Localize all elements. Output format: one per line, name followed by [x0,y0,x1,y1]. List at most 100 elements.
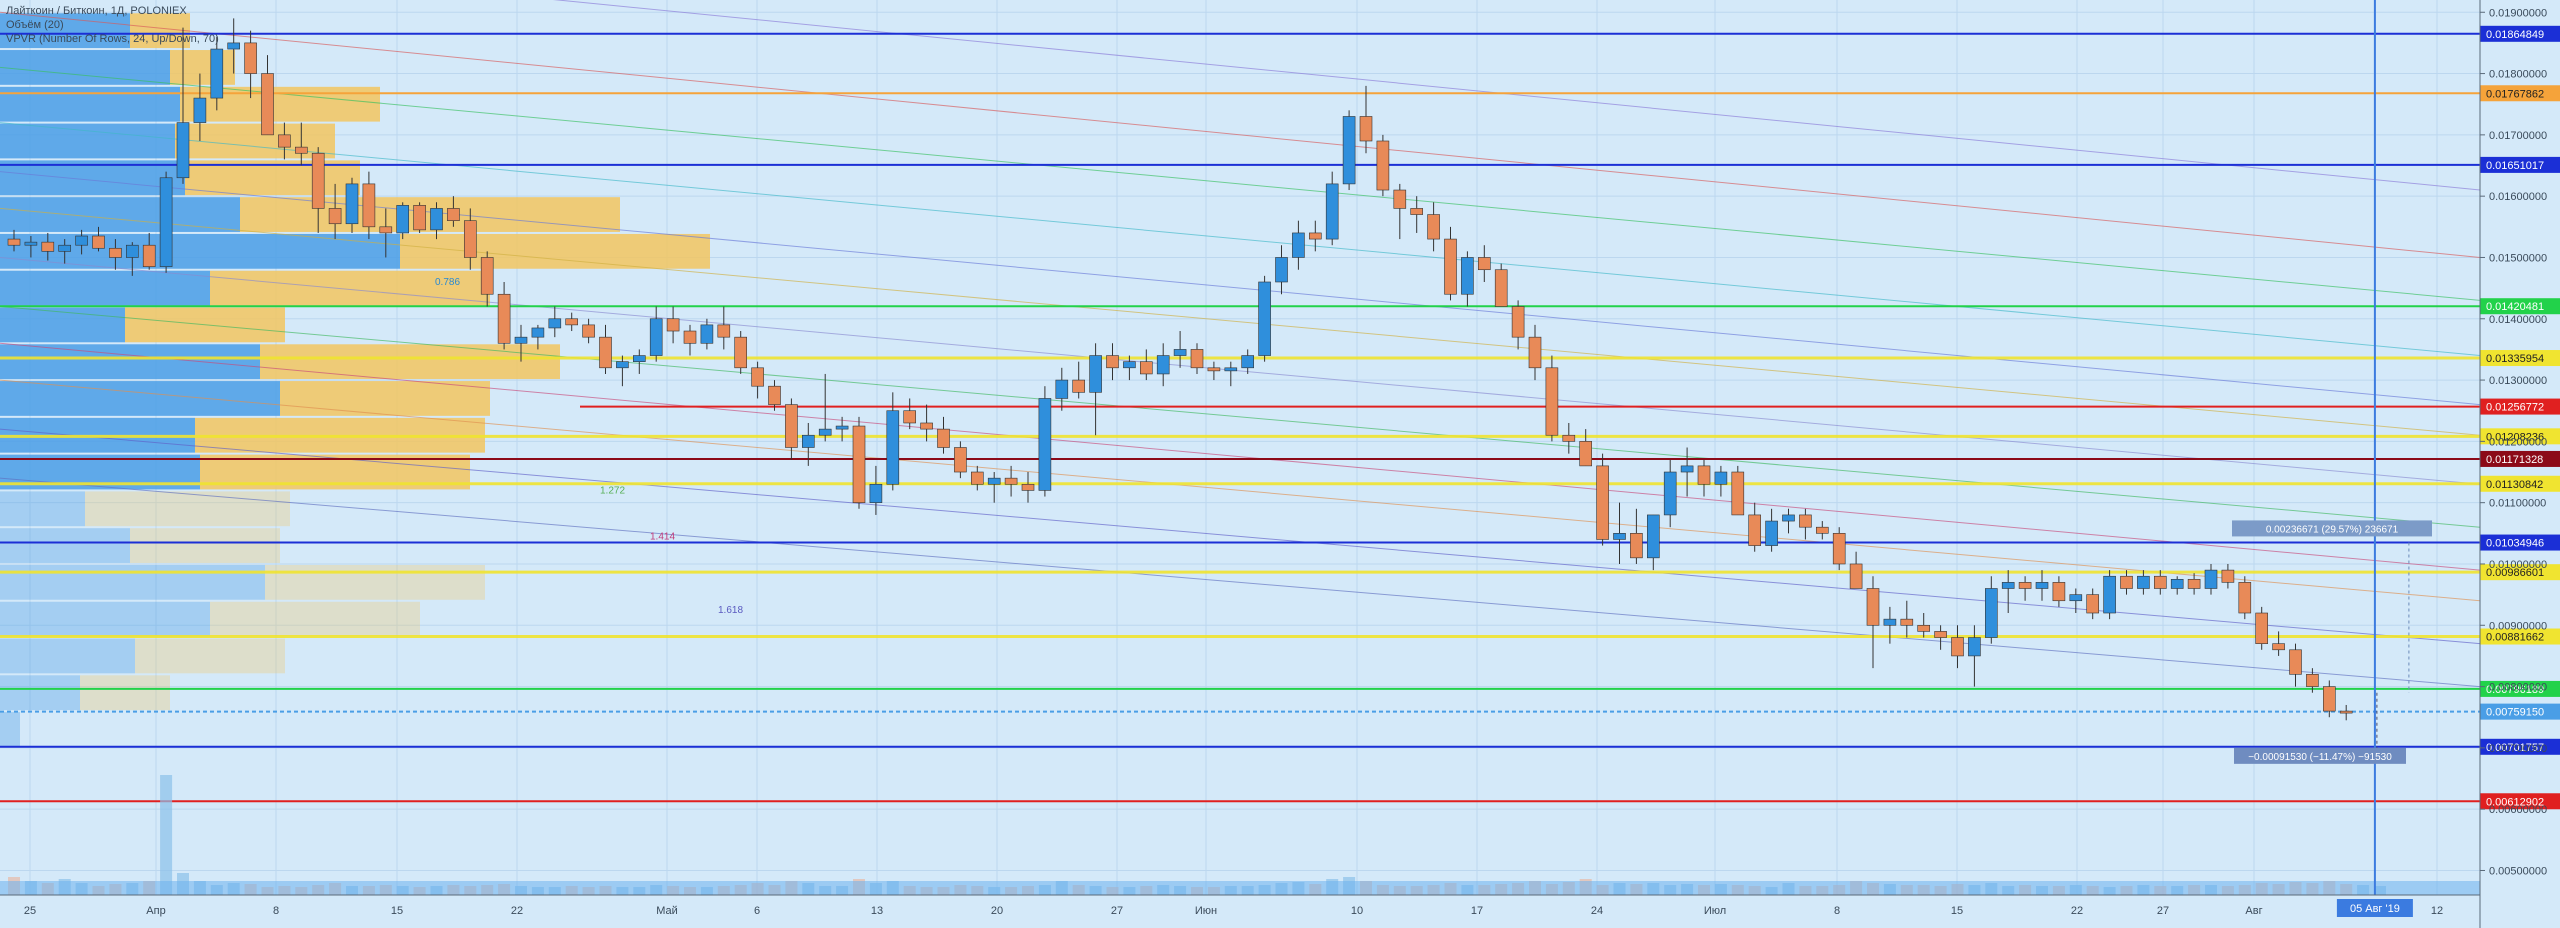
vp-down-18 [80,675,170,711]
time-axis[interactable]: 05 Авг '19 25 Апр 8 15 22 Май 6 13 20 27 Июн 10 17 24 И… [0,894,2480,917]
crosshair-date-tag [2336,899,2413,917]
time-tick-label-19: Авг [2245,905,2262,917]
candle-body-47 [801,434,815,448]
candle-body-117 [1985,588,1998,638]
volume-histogram [0,775,2480,895]
symbol-title[interactable]: Лайткоин / Биткоин, 1Д, POLONIEX [6,5,187,17]
price-tick-label-2: 0.01700000 [2489,130,2547,142]
candle-body-39 [666,318,680,332]
candle-body-59 [1004,477,1018,485]
price-tick-label-13: 0.00600000 [2489,804,2547,816]
candle-body-29 [497,293,511,344]
price-tick-label-8: 0.01100000 [2489,498,2546,510]
vp-down-4 [185,160,360,196]
measure-tool[interactable]: 0.00236671 (29.57%) 236671 −0.00091530 (−… [2232,520,2432,764]
price-tick-label-11: 0.00800000 [2489,682,2547,694]
candle-body-120 [2035,582,2049,589]
candle-body-76 [1292,232,1305,258]
fib-label-2: 1.414 [650,531,675,542]
time-tick-label-5: Май [656,905,678,917]
candle-body-35 [599,336,612,369]
vp-down-6 [400,233,710,269]
candle-body-68 [1156,355,1170,375]
volume-indicator-label[interactable]: Объём (20) [6,19,64,31]
candle-body-51 [869,483,883,503]
candle-body-9 [159,177,173,267]
candle-body-134 [2272,643,2285,651]
candle-body-73 [1241,355,1254,369]
candle-body-84 [1427,214,1440,240]
level-tag-0 [2480,25,2560,42]
candle-body-133 [2255,612,2268,644]
candle-body-126 [2137,575,2150,589]
candle-body-102 [1731,471,1745,516]
candle-body-110 [1866,588,1880,626]
price-tick-label-0: 0.01900000 [2489,7,2547,19]
fib-line-11 [0,477,2481,688]
volume-profile [0,13,710,747]
level-tag-2 [2480,156,2560,173]
candle-body-0 [7,238,21,246]
vp-down-16 [210,601,420,637]
candle-body-90 [1528,336,1542,369]
time-tick-label-3: 15 [391,905,403,917]
candle-body-118 [2001,582,2015,589]
candle-body-58 [987,477,1001,485]
candle-body-32 [548,318,562,329]
level-tag-10 [2480,564,2560,581]
candle-body-8 [142,244,156,267]
candle-body-70 [1190,349,1204,369]
candle-body-97 [1647,514,1660,559]
candle-body-115 [1951,637,1964,657]
fib-line-3 [0,122,2481,357]
price-tick-label-3: 0.01600000 [2489,191,2547,203]
candle-body-25 [430,208,443,231]
candle-body-54 [920,422,933,430]
candle-body-112 [1900,618,1914,626]
candle-body-105 [1782,514,1795,522]
time-tick-label-9: 27 [1111,905,1123,917]
candle-body-89 [1511,306,1525,338]
candle-body-40 [683,330,697,344]
candle-body-1 [24,241,38,246]
candle-body-65 [1106,355,1119,369]
level-tag-label-0: 0.01864849 [2486,29,2544,41]
candle-body-136 [2306,674,2319,687]
price-axis[interactable]: 0.01864849 0.01767862 0.01651017 0.01420481… [2479,0,2560,928]
level-tag-3 [2480,298,2560,315]
price-tick-label-4: 0.01500000 [2489,252,2547,264]
fib-line-10 [0,428,2481,645]
level-tag-11 [2480,628,2560,645]
level-tag-13 [2480,703,2560,720]
level-tag-4 [2480,350,2560,367]
candle-body-95 [1613,533,1626,540]
candle-body-85 [1444,238,1457,295]
candle-body-135 [2289,649,2302,675]
candle-body-88 [1494,269,1508,307]
candle-body-83 [1410,208,1423,215]
fib-line-0 [552,0,2481,191]
level-tag-6 [2480,428,2560,445]
level-tag-label-10: 0.00986601 [2486,567,2544,579]
time-tick-label-11: 10 [1351,905,1363,917]
vp-up-1 [0,50,170,85]
candle-body-100 [1697,465,1711,485]
level-tag-label-11: 0.00881662 [2486,632,2544,644]
level-tag-7 [2480,450,2560,467]
candle-body-19 [328,208,342,225]
vp-up-7 [0,270,210,306]
vpvr-indicator-label[interactable]: VPVR (Number Of Rows, 24, Up/Down, 70) [6,33,219,45]
fib-line-6 [0,256,2481,485]
time-tick-label-10: Июн [1195,905,1217,917]
candle-body-48 [818,428,832,436]
candle-body-42 [717,324,731,338]
candle-body-67 [1140,361,1153,375]
candle-body-33 [565,318,579,326]
level-tag-label-4: 0.01335954 [2486,353,2544,365]
level-tag-label-1: 0.01767862 [2486,88,2544,100]
candle-body-128 [2170,578,2184,589]
fib-line-2 [0,66,2481,301]
time-tick-label-14: Июл [1704,905,1726,917]
candle-body-93 [1579,441,1592,467]
